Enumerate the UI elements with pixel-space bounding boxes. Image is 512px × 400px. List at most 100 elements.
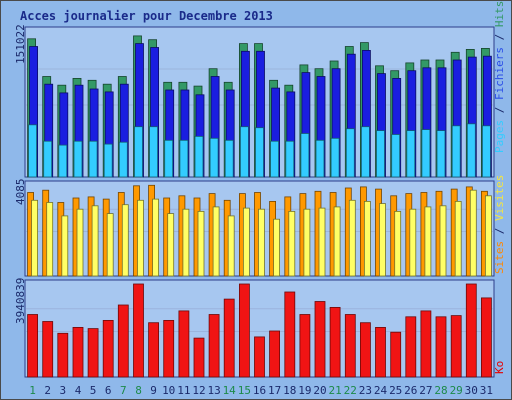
legend-part-4: / — [493, 27, 506, 48]
bar-visites-day-29 — [454, 200, 462, 277]
x-tick-label-30: 30 — [465, 384, 478, 397]
panel-3-ymax-label: 3940839 — [14, 277, 27, 324]
x-tick-label-13: 13 — [207, 384, 220, 397]
x-tick-label-28: 28 — [434, 384, 447, 397]
bar-pages-day-11 — [179, 139, 189, 178]
bar-visites-day-14 — [227, 215, 235, 277]
bar-visites-day-4 — [76, 208, 84, 277]
bar-ko-day-4 — [72, 326, 84, 378]
panel-2-legend: Sites / Visites — [493, 175, 506, 274]
bar-ko-day-24 — [375, 326, 386, 378]
x-tick-label-6: 6 — [105, 384, 112, 397]
bar-ko-day-25 — [390, 331, 402, 378]
legend-part-3: Visites — [493, 174, 506, 221]
bar-ko-day-14 — [223, 298, 235, 378]
bar-visites-day-21 — [333, 206, 341, 277]
bar-visites-day-15 — [242, 207, 250, 277]
x-tick-label-14: 14 — [223, 384, 237, 397]
bar-visites-day-20 — [318, 207, 326, 277]
bar-pages-day-26 — [406, 130, 416, 178]
bar-ko-day-8 — [133, 283, 144, 378]
panel-1-legend: Pages / Fichiers / Hits — [493, 1, 506, 153]
bar-ko-day-3 — [57, 332, 69, 378]
bar-pages-day-24 — [376, 130, 385, 178]
bar-visites-day-30 — [469, 189, 477, 277]
bar-visites-day-27 — [424, 206, 432, 277]
bar-visites-day-26 — [409, 208, 417, 277]
bar-visites-day-23 — [363, 200, 371, 277]
bar-ko-day-18 — [284, 291, 296, 378]
x-tick-label-31: 31 — [480, 384, 493, 397]
legend-part-1: Sites — [493, 240, 506, 274]
x-tick-label-26: 26 — [404, 384, 417, 397]
x-tick-label-2: 2 — [44, 384, 51, 397]
bar-visites-day-5 — [91, 205, 99, 277]
bar-pages-day-4 — [73, 140, 83, 178]
bar-pages-day-10 — [164, 139, 174, 178]
bar-pages-day-2 — [43, 140, 53, 178]
bar-visites-day-3 — [61, 215, 69, 277]
bar-ko-day-20 — [314, 301, 326, 378]
x-tick-label-3: 3 — [59, 384, 66, 397]
bar-visites-day-1 — [31, 199, 39, 277]
x-tick-label-4: 4 — [75, 384, 82, 397]
x-tick-label-19: 19 — [298, 384, 311, 397]
x-tick-label-16: 16 — [253, 384, 266, 397]
bar-ko-day-29 — [450, 315, 462, 378]
x-tick-label-11: 11 — [177, 384, 190, 397]
bar-visites-day-10 — [167, 213, 175, 277]
bar-visites-day-9 — [152, 198, 160, 277]
x-tick-label-15: 15 — [238, 384, 251, 397]
bar-ko-day-6 — [102, 319, 114, 378]
panel-1-ymax-label: 151022 — [14, 24, 27, 64]
bar-visites-day-24 — [379, 203, 386, 277]
x-tick-label-17: 17 — [268, 384, 281, 397]
bar-pages-day-15 — [239, 126, 249, 178]
bar-pages-day-27 — [421, 129, 431, 178]
chart-title: Acces journalier pour Decembre 2013 — [20, 9, 273, 23]
x-tick-label-21: 21 — [328, 384, 341, 397]
bar-pages-day-18 — [285, 140, 295, 178]
x-tick-label-18: 18 — [283, 384, 296, 397]
bar-ko-day-15 — [238, 283, 250, 378]
x-tick-label-29: 29 — [450, 384, 463, 397]
x-tick-label-5: 5 — [90, 384, 97, 397]
legend-part-2: / — [493, 221, 506, 241]
bar-visites-day-8 — [137, 199, 144, 277]
bar-visites-day-16 — [258, 208, 265, 277]
bar-pages-day-14 — [224, 139, 234, 178]
bar-ko-day-28 — [435, 316, 447, 378]
bar-visites-day-13 — [212, 206, 220, 277]
bar-pages-day-5 — [88, 140, 98, 178]
bar-ko-day-11 — [178, 310, 190, 378]
bar-ko-day-23 — [359, 322, 371, 378]
bar-pages-day-17 — [270, 140, 280, 178]
bar-ko-day-10 — [163, 319, 175, 378]
bar-ko-day-26 — [405, 316, 417, 378]
bar-ko-day-1 — [27, 314, 39, 378]
bar-ko-day-27 — [420, 310, 432, 378]
bar-visites-day-11 — [182, 208, 190, 277]
bar-ko-day-9 — [148, 322, 160, 378]
bar-pages-day-28 — [436, 130, 446, 178]
bar-pages-day-1 — [28, 124, 38, 178]
bar-ko-day-12 — [193, 337, 205, 378]
bar-ko-day-22 — [344, 314, 356, 378]
bar-pages-day-22 — [345, 128, 355, 178]
bar-pages-day-25 — [391, 134, 401, 178]
bar-visites-day-7 — [121, 204, 129, 277]
bar-pages-day-20 — [315, 139, 325, 178]
bar-ko-day-16 — [254, 336, 265, 378]
bar-ko-day-21 — [329, 306, 341, 378]
x-tick-label-24: 24 — [374, 384, 388, 397]
bar-pages-day-31 — [481, 125, 491, 178]
bar-ko-day-7 — [117, 304, 129, 378]
bar-pages-day-23 — [360, 126, 370, 178]
bar-ko-day-5 — [87, 328, 99, 378]
bar-pages-day-6 — [103, 143, 113, 178]
legend-part-2: / — [493, 100, 506, 120]
bar-ko-day-2 — [42, 321, 54, 378]
bar-visites-day-19 — [303, 208, 311, 277]
